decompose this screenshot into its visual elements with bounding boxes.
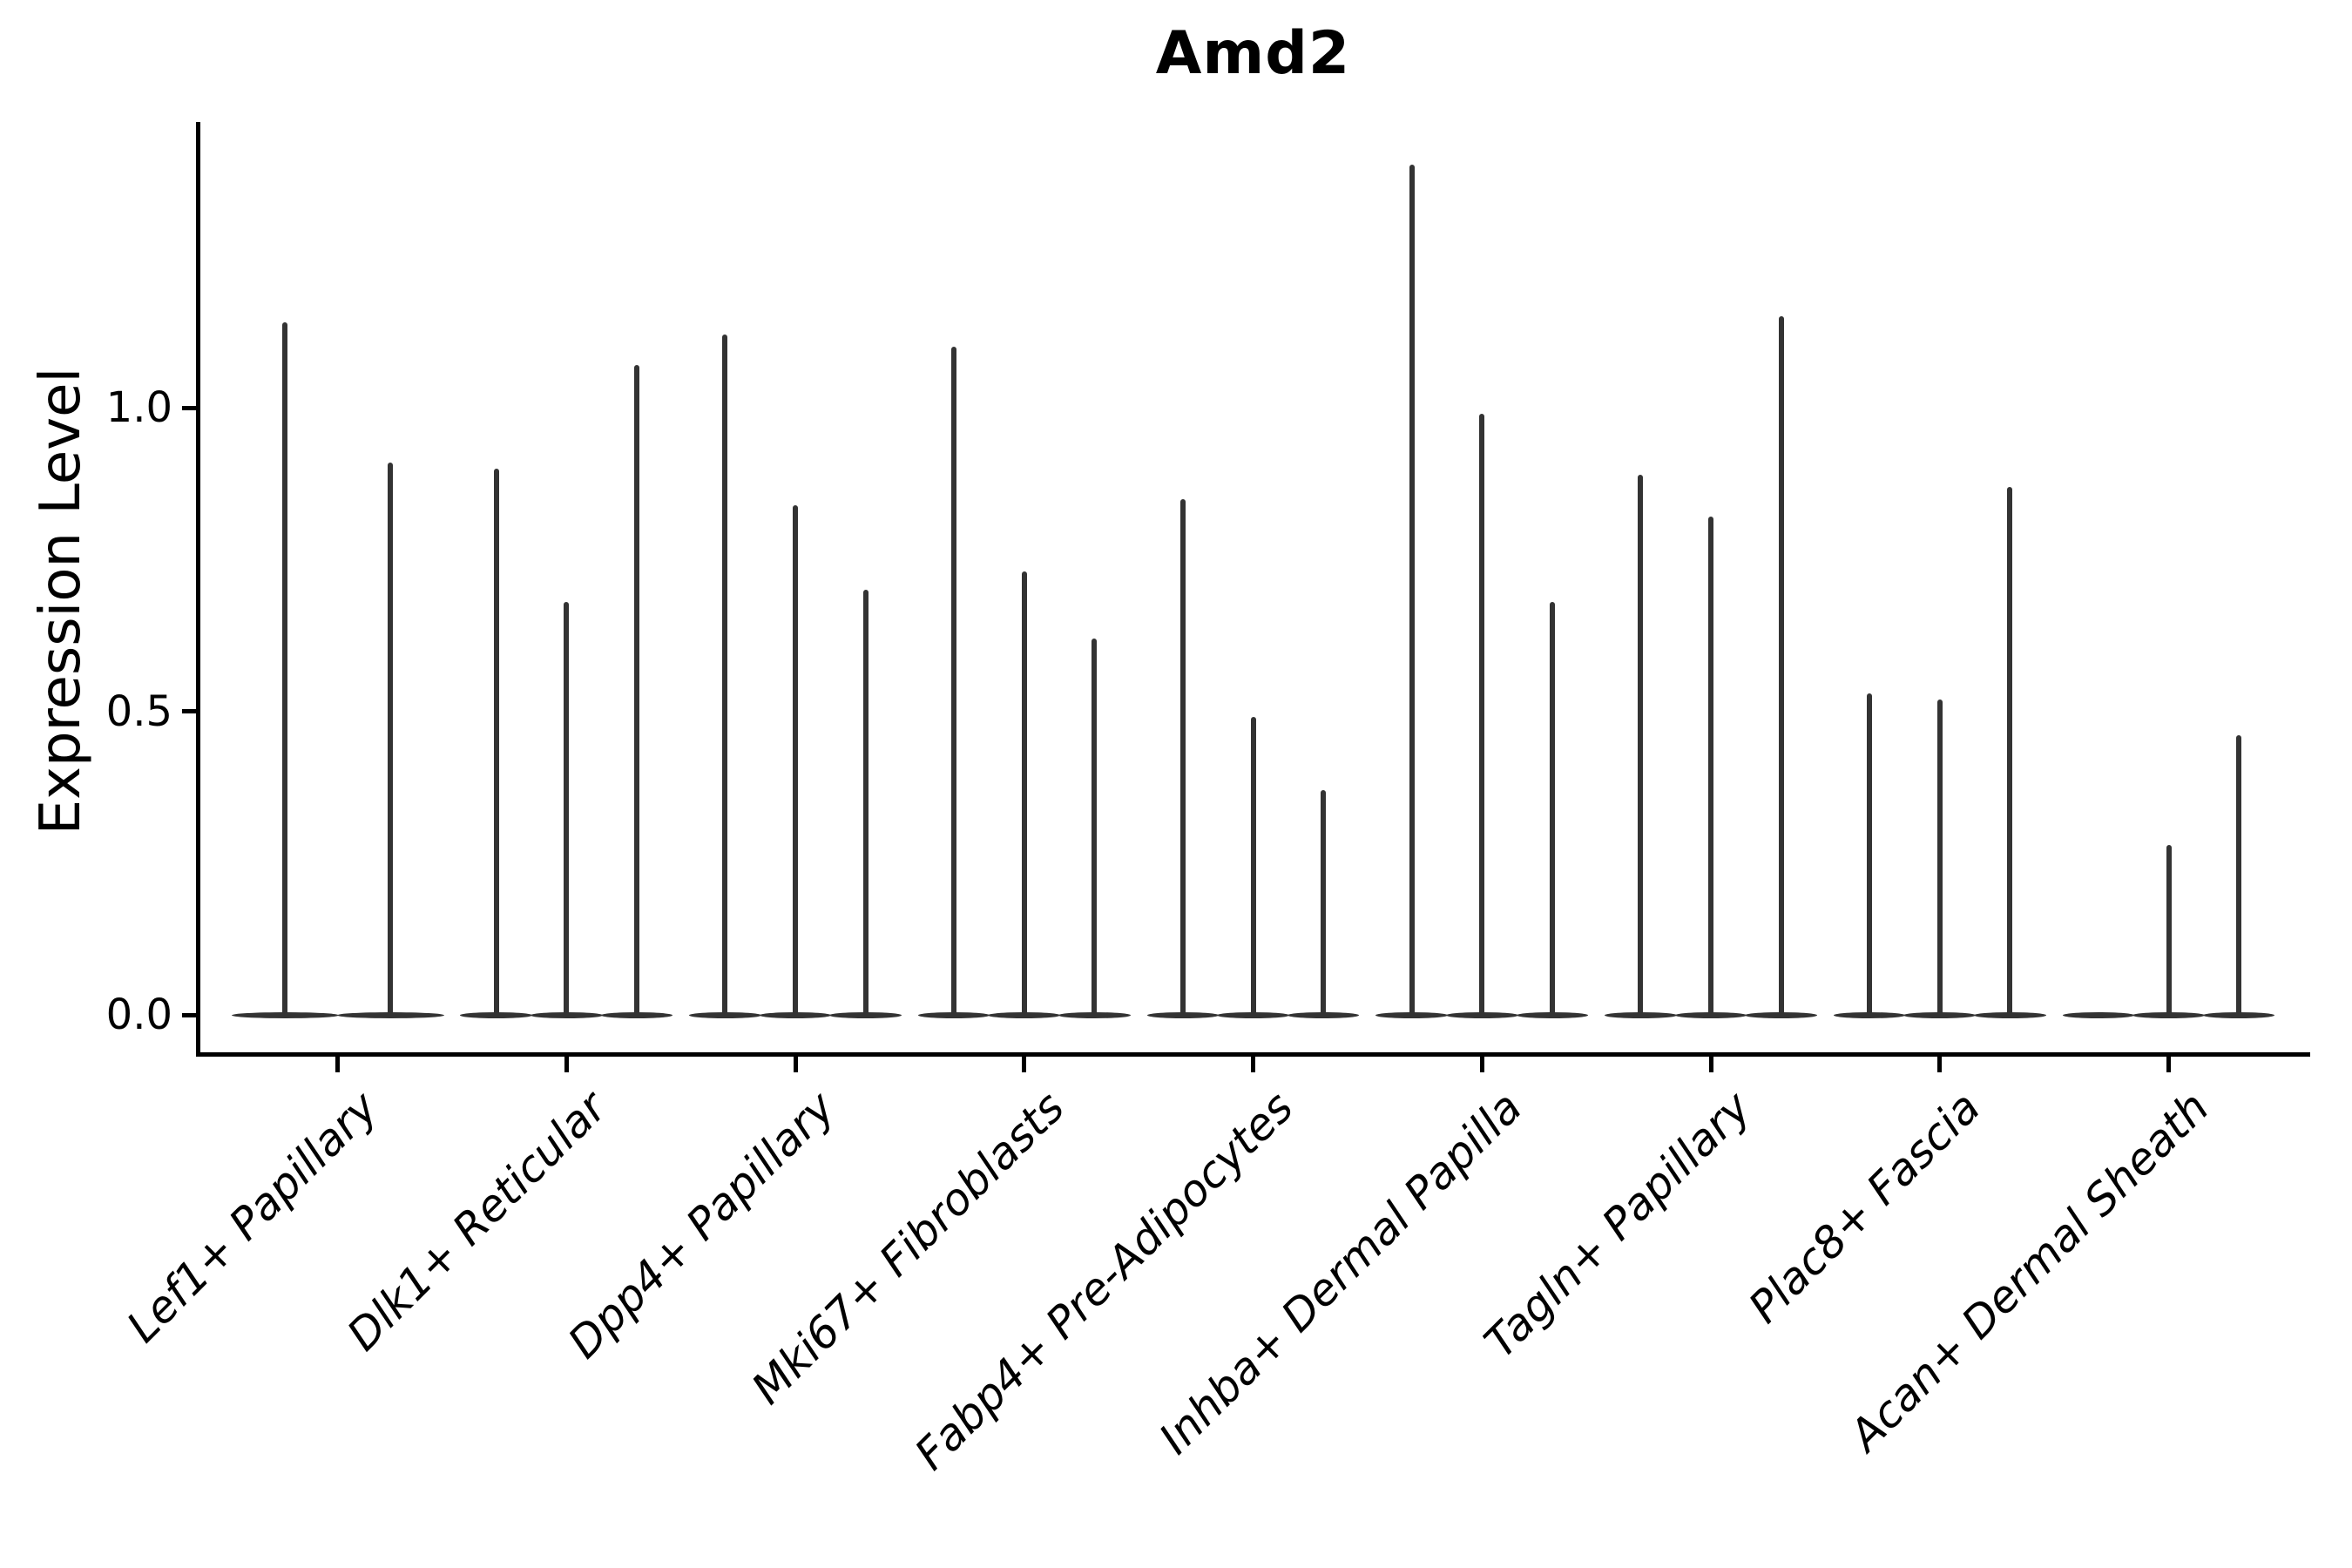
x-tick	[2166, 1057, 2171, 1072]
x-tick	[564, 1057, 569, 1072]
violin-spike	[2236, 735, 2242, 1017]
violin-spike	[1708, 517, 1713, 1017]
violin-spike	[1936, 699, 1943, 1017]
x-axis-spine	[196, 1052, 2310, 1057]
violin-spike	[722, 335, 728, 1017]
x-tick-label: Inhba+ Dermal Papilla	[1149, 1082, 1532, 1464]
violin-spike	[493, 468, 499, 1017]
x-tick	[1479, 1057, 1484, 1072]
y-tick	[182, 1012, 197, 1017]
violin-spike	[1092, 638, 1098, 1017]
violin-spike	[388, 462, 393, 1017]
x-tick	[1022, 1057, 1027, 1072]
x-tick-label: Fabp4+ Pre-Adipocytes	[904, 1082, 1303, 1480]
violin-spike	[1867, 693, 1873, 1017]
y-tick	[182, 405, 197, 410]
y-axis-label: Expression Level	[29, 367, 93, 835]
y-axis-spine	[196, 122, 200, 1057]
x-tick	[1251, 1057, 1255, 1072]
violin-spike	[1179, 498, 1186, 1017]
violin-spike	[2166, 844, 2172, 1017]
violin-spike	[793, 504, 798, 1017]
x-tick	[335, 1057, 340, 1072]
violin-spike	[282, 322, 287, 1017]
x-tick	[793, 1057, 798, 1072]
violin-spike	[862, 590, 868, 1017]
violin-spike	[1409, 165, 1415, 1017]
x-tick-label: Lef1+ Papillary	[117, 1082, 388, 1353]
x-tick-label: Plac8+ Fascia	[1738, 1082, 1990, 1333]
violin-spike	[951, 347, 957, 1017]
violin-spike	[1638, 474, 1644, 1017]
violin-spike	[1321, 790, 1327, 1017]
violin-spike	[1778, 316, 1784, 1017]
violin-base	[2062, 1011, 2135, 1018]
violin-spike	[1549, 602, 1555, 1017]
violin-spike	[564, 602, 570, 1017]
y-tick-label: 0.0	[105, 990, 172, 1039]
y-tick-label: 0.5	[105, 686, 172, 736]
violin-spike	[633, 365, 639, 1017]
violin-spike	[1021, 571, 1027, 1017]
y-tick	[182, 709, 197, 713]
x-tick	[1937, 1057, 1943, 1072]
chart-title: Amd2	[1155, 19, 1351, 88]
violin-spike	[1250, 717, 1256, 1017]
x-tick	[1708, 1057, 1713, 1072]
violin-spike	[2007, 486, 2013, 1017]
y-tick-label: 1.0	[105, 383, 172, 432]
violin-spike	[1479, 413, 1485, 1017]
